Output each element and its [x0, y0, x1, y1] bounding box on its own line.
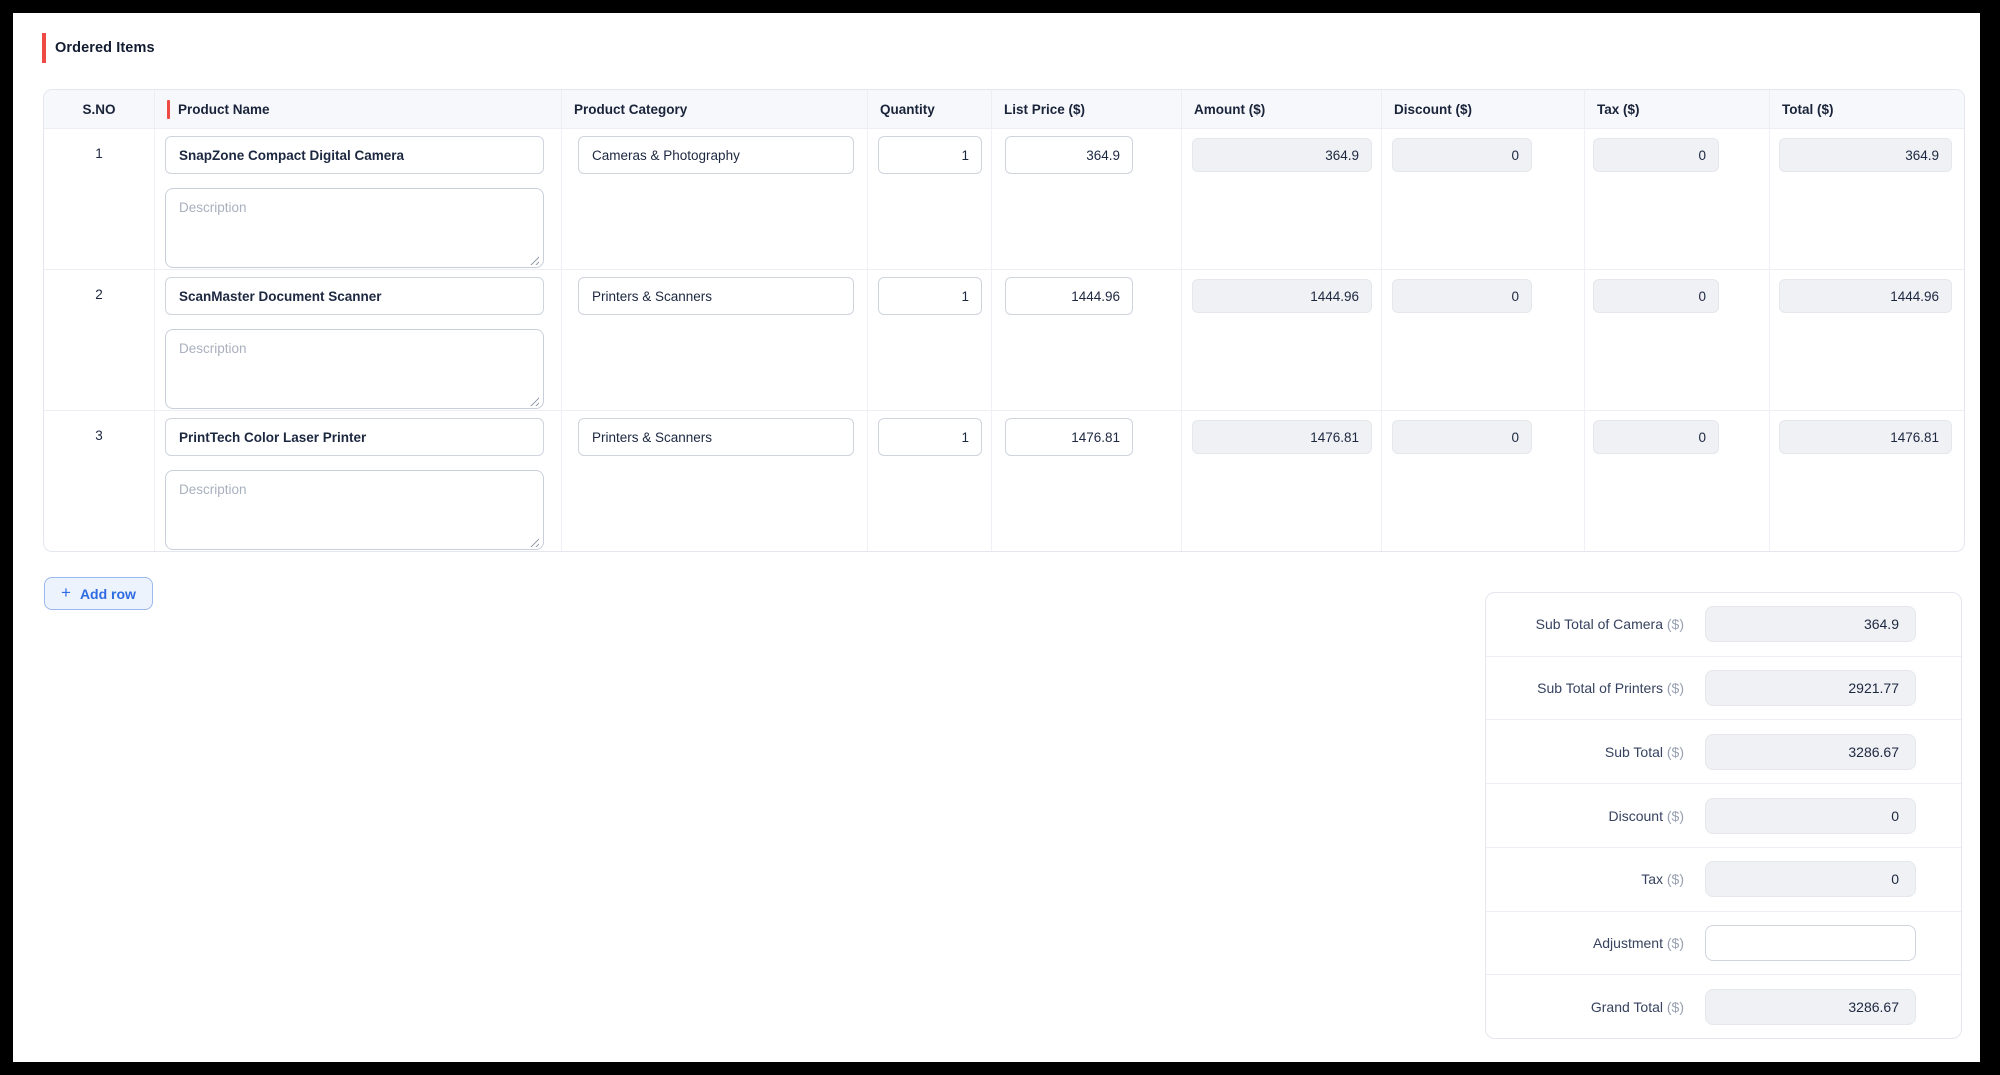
- table-row: 3 1476.81 0 0 1476.81: [44, 410, 1964, 551]
- tax-field: 0: [1593, 138, 1719, 172]
- discount-field: 0: [1392, 420, 1532, 454]
- column-header-amount: Amount ($): [1182, 90, 1382, 128]
- product-name-input[interactable]: [165, 277, 544, 315]
- amount-field: 364.9: [1192, 138, 1372, 172]
- product-description-textarea[interactable]: [165, 329, 544, 409]
- currency-suffix: ($): [1666, 680, 1684, 697]
- column-header-discount: Discount ($): [1382, 90, 1585, 128]
- product-name-input[interactable]: [165, 418, 544, 456]
- row-serial-number: 2: [44, 270, 155, 414]
- column-header-product-category: Product Category: [562, 90, 868, 128]
- table-header-row: S.NO Product Name Product Category Quant…: [44, 90, 1964, 128]
- subtotal-field: 3286.67: [1705, 733, 1916, 770]
- grand-total-field: 3286.67: [1705, 988, 1916, 1025]
- discount-field: 0: [1392, 279, 1532, 313]
- table-row: 2 1444.96 0 0 1444.96: [44, 269, 1964, 414]
- quantity-input[interactable]: [878, 136, 982, 174]
- product-description-textarea[interactable]: [165, 188, 544, 268]
- section-accent-bar: [42, 33, 46, 63]
- ordered-items-section: Ordered Items S.NO Product Name Product …: [13, 13, 1980, 1062]
- summary-label: Grand Total: [1590, 998, 1663, 1015]
- currency-suffix: ($): [1666, 934, 1684, 951]
- summary-row-adjustment: Adjustment ($): [1486, 910, 1961, 975]
- plus-icon: +: [61, 583, 71, 602]
- summary-label: Tax: [1641, 871, 1663, 888]
- total-field: 1476.81: [1779, 420, 1952, 454]
- tax-field: 0: [1593, 279, 1719, 313]
- column-header-tax: Tax ($): [1585, 90, 1770, 128]
- column-header-total: Total ($): [1782, 101, 1834, 117]
- row-serial-number: 3: [44, 411, 155, 551]
- quantity-input[interactable]: [878, 277, 982, 315]
- section-title: Ordered Items: [42, 33, 155, 63]
- amount-field: 1476.81: [1192, 420, 1372, 454]
- row-serial-number: 1: [44, 129, 155, 273]
- add-row-button[interactable]: + Add row: [44, 577, 153, 610]
- add-row-label: Add row: [79, 585, 136, 602]
- ordered-items-table: S.NO Product Name Product Category Quant…: [43, 89, 1965, 552]
- amount-field: 1444.96: [1192, 279, 1372, 313]
- summary-label: Sub Total: [1604, 743, 1663, 760]
- resize-handle-icon[interactable]: [528, 395, 539, 406]
- product-name-input[interactable]: [165, 136, 544, 174]
- total-field: 1444.96: [1779, 279, 1952, 313]
- list-price-input[interactable]: [1005, 136, 1133, 174]
- product-category-input[interactable]: [578, 277, 854, 315]
- table-row: 1 364.9 0 0 364.9: [44, 128, 1964, 273]
- summary-label: Sub Total of Camera: [1535, 616, 1663, 633]
- column-header-sno: S.NO: [44, 90, 155, 128]
- discount-field: 0: [1392, 138, 1532, 172]
- currency-suffix: ($): [1666, 807, 1684, 824]
- resize-handle-icon[interactable]: [528, 254, 539, 265]
- product-category-input[interactable]: [578, 136, 854, 174]
- summary-row-subtotal: Sub Total ($) 3286.67: [1486, 719, 1961, 783]
- quantity-input[interactable]: [878, 418, 982, 456]
- resize-handle-icon[interactable]: [528, 536, 539, 547]
- section-title-label: Ordered Items: [55, 40, 155, 56]
- list-price-input[interactable]: [1005, 418, 1133, 456]
- list-price-input[interactable]: [1005, 277, 1133, 315]
- product-description-textarea[interactable]: [165, 470, 544, 550]
- summary-row-subtotal-camera: Sub Total of Camera ($) 364.9: [1486, 593, 1961, 656]
- currency-suffix: ($): [1666, 998, 1684, 1015]
- summary-label: Adjustment: [1592, 934, 1663, 951]
- tax-field: 0: [1593, 420, 1719, 454]
- total-field: 364.9: [1779, 138, 1952, 172]
- subtotal-camera-field: 364.9: [1705, 606, 1916, 643]
- summary-label: Discount: [1608, 807, 1663, 824]
- currency-suffix: ($): [1666, 616, 1684, 633]
- currency-suffix: ($): [1666, 871, 1684, 888]
- summary-row-grand-total: Grand Total ($) 3286.67: [1486, 974, 1961, 1038]
- summary-row-tax: Tax ($) 0: [1486, 846, 1961, 911]
- adjustment-input[interactable]: [1705, 924, 1916, 961]
- summary-label: Sub Total of Printers: [1537, 680, 1663, 697]
- summary-row-subtotal-printers: Sub Total of Printers ($) 2921.77: [1486, 655, 1961, 720]
- summary-discount-field: 0: [1705, 797, 1916, 834]
- column-header-quantity: Quantity: [868, 90, 992, 128]
- product-category-input[interactable]: [578, 418, 854, 456]
- currency-suffix: ($): [1666, 743, 1684, 760]
- order-summary-panel: Sub Total of Camera ($) 364.9 Sub Total …: [1485, 592, 1962, 1039]
- column-header-product-name: Product Name: [155, 90, 562, 128]
- summary-tax-field: 0: [1705, 861, 1916, 898]
- required-field-marker: [167, 99, 170, 119]
- summary-row-discount: Discount ($) 0: [1486, 783, 1961, 847]
- column-header-list-price: List Price ($): [992, 90, 1182, 128]
- subtotal-printers-field: 2921.77: [1705, 670, 1916, 707]
